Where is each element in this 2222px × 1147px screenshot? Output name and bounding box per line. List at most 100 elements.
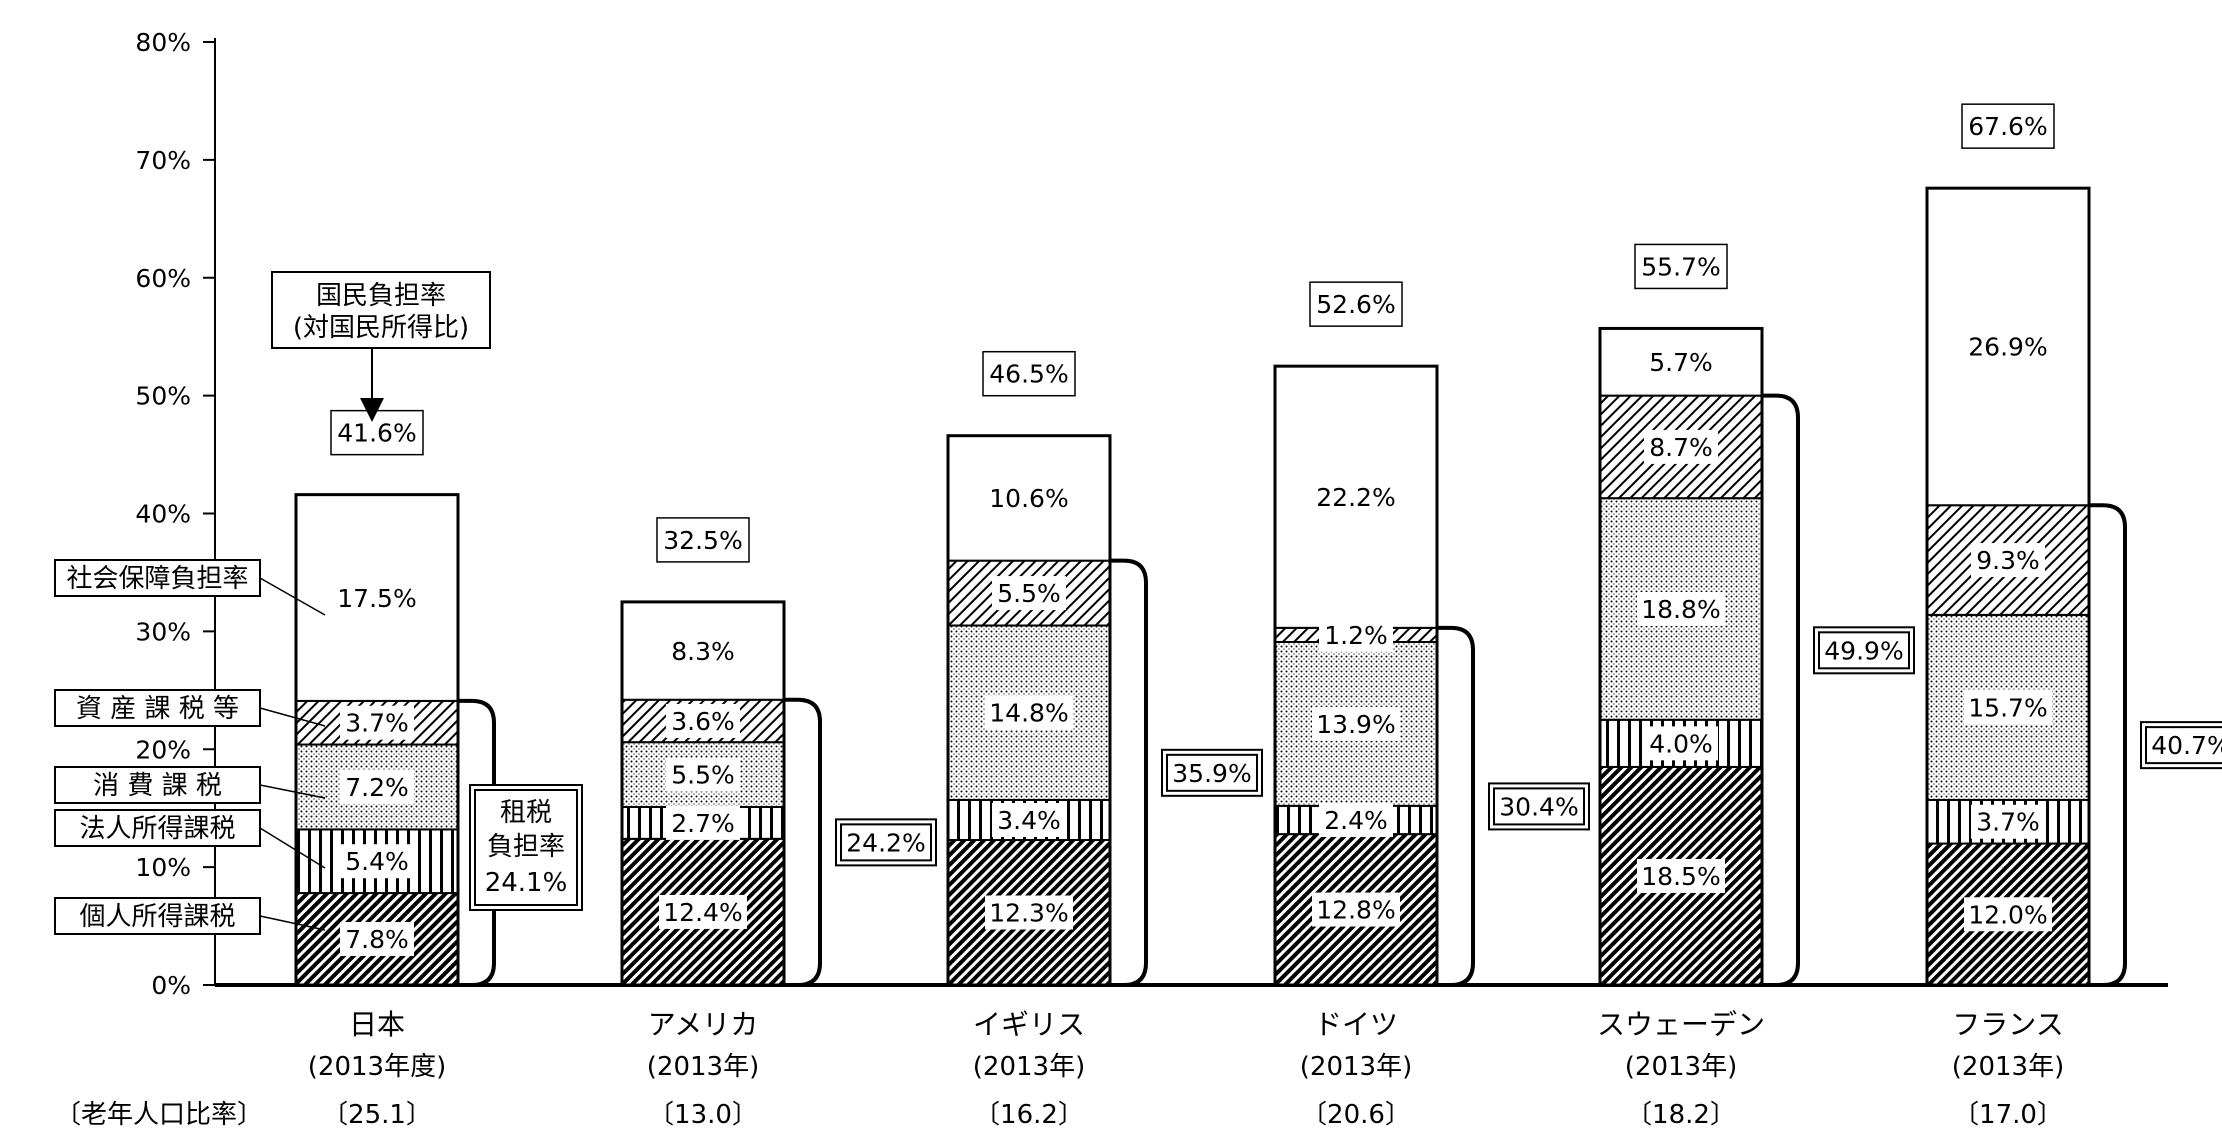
segment-label: 4.0% (1649, 729, 1713, 758)
segment-label: 5.7% (1649, 348, 1713, 377)
segment-label-bg (666, 703, 740, 738)
legend-label: 消 費 課 税 (93, 771, 222, 801)
segment-label-bg (985, 481, 1073, 516)
segment-label-bg (1971, 543, 2045, 578)
segment-label: 12.4% (663, 898, 742, 927)
segment-label: 14.8% (989, 699, 1068, 728)
country-name: アメリカ (648, 1008, 759, 1041)
total-label-box (656, 517, 750, 563)
segment-label-bg (1644, 345, 1718, 380)
segment-label-bg (985, 695, 1073, 730)
country-year: (2013年) (647, 1052, 759, 1082)
bar-outline (946, 434, 1112, 987)
country-year: (2013年度) (308, 1052, 446, 1082)
country-year: (2013年) (1625, 1052, 1737, 1082)
segment-label: 5.5% (671, 761, 735, 790)
legend-leader-line (259, 577, 326, 616)
tax-burden-box-inner (2145, 726, 2222, 765)
total-label: 32.5% (663, 526, 742, 555)
tax-burden-box-inner (1166, 753, 1258, 792)
segment-label: 9.3% (1976, 546, 2040, 575)
segment-label: 18.8% (1641, 595, 1720, 624)
segment-label-bg (340, 922, 414, 957)
y-tick-label: 0% (151, 971, 191, 1000)
national-burden-callout-box (271, 271, 491, 349)
segment-label-bg (666, 805, 740, 840)
y-tick-label: 50% (135, 382, 191, 411)
japan-tax-value: 24.1% (485, 868, 568, 898)
total-label: 41.6% (337, 419, 416, 448)
segment-label: 12.0% (1968, 900, 2047, 929)
legend-leader-line (259, 915, 326, 931)
bar-stack (1925, 186, 2091, 987)
segment-label-bg (1637, 591, 1725, 626)
segment-label: 12.8% (1316, 896, 1395, 925)
segment-label-bg (340, 705, 414, 740)
total-label: 67.6% (1968, 112, 2047, 141)
tax-burden-bracket (784, 697, 822, 987)
legend-leader-line (259, 784, 326, 799)
segment-label-bg (340, 844, 414, 879)
legend-leader-line (259, 827, 326, 869)
overlay-group: 7.8% 5.4% 7.2% 3.7% 17.5% 41.6% 12.4% 2.7% 5.5% 3… (271, 103, 2222, 987)
y-tick-label: 70% (135, 146, 191, 175)
tax-burden-bracket (2089, 503, 2127, 987)
tax-burden-value: 30.4% (1499, 792, 1578, 821)
bar-stack (1598, 326, 1764, 987)
segment-label-bg (992, 802, 1066, 837)
segment-label-bg (1971, 804, 2045, 839)
segment-label-bg (1637, 858, 1725, 893)
segment-label: 22.2% (1316, 483, 1395, 512)
total-label: 55.7% (1641, 252, 1720, 281)
japan-tax-line2: 負担率 (487, 832, 565, 862)
segment-label-bg (1644, 726, 1718, 761)
segment-label: 8.3% (671, 637, 735, 666)
segment-label-bg (1964, 897, 2052, 932)
bar-outline (1273, 364, 1439, 987)
y-tick-label: 60% (135, 264, 191, 293)
segment-label: 3.6% (671, 707, 735, 736)
segment-label-bg (1644, 429, 1718, 464)
legend-leader-line (259, 707, 326, 727)
segment-label-bg (666, 633, 740, 668)
tax-burden-value: 35.9% (1172, 759, 1251, 788)
tax-burden-bracket (1762, 393, 1800, 987)
country-year: (2013年) (1300, 1052, 1412, 1082)
segment-label-bg (992, 576, 1066, 611)
y-tick-label: 10% (135, 853, 191, 882)
country-year: (2013年) (973, 1052, 1085, 1082)
segment-label: 8.7% (1649, 433, 1713, 462)
aged-ratio-value: 〔16.2〕 (974, 1100, 1084, 1130)
aged-ratio-label: 〔老年人口比率〕 (55, 1100, 263, 1130)
legend-label: 社会保障負担率 (66, 564, 248, 594)
tax-burden-bracket (1437, 625, 1475, 987)
bar-outline (620, 600, 786, 987)
segment-label: 12.3% (989, 899, 1068, 928)
japan-tax-box-inner (474, 789, 578, 906)
segment-label-bg (1319, 802, 1393, 837)
segment-label-bg (1964, 329, 2052, 364)
segment-label-bg (659, 894, 747, 929)
legend-box (54, 689, 261, 727)
total-label-box (982, 350, 1076, 397)
segment-label: 10.6% (989, 484, 1068, 513)
segment-label-bg (985, 895, 1073, 930)
segment-label-bg (333, 580, 421, 615)
tax-burden-value: 24.2% (846, 828, 925, 857)
country-name: イギリス (973, 1008, 1085, 1041)
segment-label-bg (340, 769, 414, 804)
segment-label: 7.2% (345, 773, 409, 802)
bar-outline (1925, 186, 2091, 987)
country-name: ドイツ (1314, 1008, 1398, 1041)
segment-label: 13.9% (1316, 710, 1395, 739)
legend-box (54, 766, 261, 804)
aged-ratio-value: 〔20.6〕 (1301, 1100, 1411, 1130)
bar-stack (294, 493, 460, 987)
country-name: フランス (1952, 1008, 2063, 1041)
tax-burden-box-inner (1818, 631, 1910, 670)
legend-label: 法人所得課税 (79, 814, 235, 844)
segment-label-bg (666, 757, 740, 792)
